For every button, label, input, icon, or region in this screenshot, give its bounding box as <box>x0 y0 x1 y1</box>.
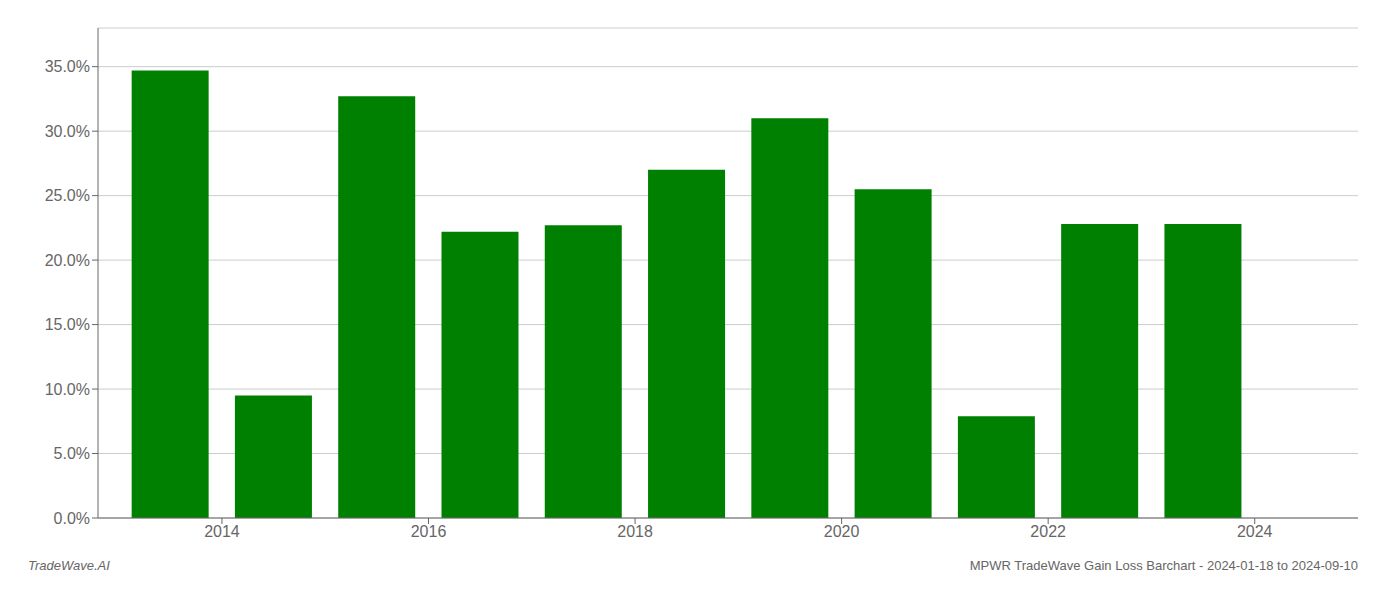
svg-text:10.0%: 10.0% <box>45 381 90 398</box>
svg-text:20.0%: 20.0% <box>45 252 90 269</box>
svg-text:2018: 2018 <box>617 523 653 540</box>
svg-text:25.0%: 25.0% <box>45 187 90 204</box>
svg-text:2024: 2024 <box>1237 523 1273 540</box>
svg-text:0.0%: 0.0% <box>54 510 90 527</box>
svg-text:30.0%: 30.0% <box>45 123 90 140</box>
svg-text:2014: 2014 <box>204 523 240 540</box>
svg-text:35.0%: 35.0% <box>45 58 90 75</box>
html-text:TradeWave.AI: TradeWave.AI <box>28 558 110 573</box>
svg-text:5.0%: 5.0% <box>54 445 90 462</box>
svg-text:2016: 2016 <box>411 523 447 540</box>
svg-text:15.0%: 15.0% <box>45 316 90 333</box>
svg-text:2020: 2020 <box>824 523 860 540</box>
svg-text:2022: 2022 <box>1030 523 1066 540</box>
html-text:MPWR TradeWave Gain Loss Barch: MPWR TradeWave Gain Loss Barchart - 2024… <box>969 558 1358 573</box>
